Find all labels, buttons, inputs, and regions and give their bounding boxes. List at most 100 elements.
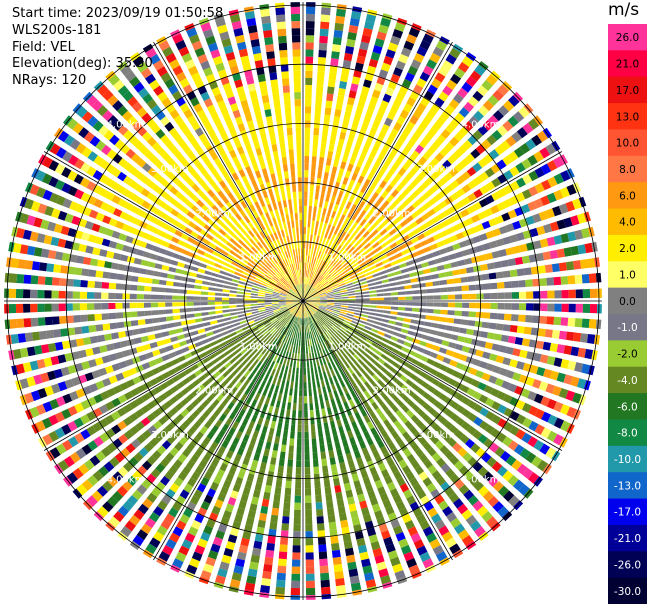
velocity-bin	[246, 17, 257, 27]
velocity-bin	[244, 182, 252, 191]
velocity-bin	[484, 167, 495, 178]
velocity-bin	[577, 347, 587, 358]
velocity-bin	[397, 257, 405, 264]
velocity-bin	[427, 127, 438, 138]
velocity-bin	[215, 62, 225, 72]
velocity-bin	[334, 235, 340, 243]
velocity-bin	[281, 523, 289, 531]
velocity-bin	[404, 520, 415, 530]
velocity-bin	[217, 219, 225, 227]
velocity-bin	[320, 326, 326, 334]
velocity-bin	[307, 255, 310, 263]
velocity-bin	[282, 288, 289, 293]
velocity-bin	[369, 357, 377, 364]
velocity-bin	[251, 246, 258, 254]
velocity-bin	[251, 496, 259, 505]
velocity-bin	[282, 372, 287, 381]
velocity-bin	[247, 277, 255, 282]
velocity-bin	[276, 314, 284, 320]
velocity-bin	[281, 277, 287, 284]
velocity-bin	[525, 279, 533, 287]
velocity-bin	[296, 310, 300, 317]
velocity-bin	[348, 195, 355, 203]
velocity-bin	[62, 198, 73, 209]
velocity-bin	[334, 109, 342, 117]
velocity-bin	[159, 211, 169, 220]
velocity-bin	[262, 205, 268, 214]
velocity-bin	[92, 346, 101, 355]
velocity-bin	[416, 408, 426, 418]
velocity-bin	[247, 262, 255, 268]
velocity-bin	[158, 309, 166, 315]
velocity-bin	[293, 331, 297, 339]
velocity-bin	[207, 297, 215, 301]
velocity-bin	[243, 255, 251, 262]
velocity-bin	[244, 286, 252, 290]
velocity-bin	[212, 409, 221, 418]
velocity-bin	[309, 360, 313, 368]
velocity-bin	[438, 66, 450, 77]
velocity-bin	[316, 311, 323, 317]
velocity-bin	[178, 223, 187, 231]
velocity-bin	[540, 163, 552, 175]
velocity-bin	[190, 364, 199, 372]
velocity-bin	[306, 241, 309, 249]
velocity-bin	[168, 464, 179, 475]
velocity-bin	[256, 233, 262, 241]
velocity-bin	[356, 434, 364, 443]
velocity-bin	[443, 263, 452, 270]
velocity-bin	[300, 269, 302, 277]
velocity-bin	[268, 375, 274, 383]
velocity-bin	[214, 499, 224, 509]
velocity-bin	[320, 334, 326, 342]
velocity-bin	[293, 270, 297, 278]
velocity-bin	[242, 486, 251, 496]
velocity-bin	[281, 71, 289, 79]
velocity-bin	[75, 448, 87, 460]
velocity-bin	[474, 320, 483, 328]
velocity-bin	[236, 41, 247, 51]
velocity-bin	[560, 187, 570, 198]
velocity-bin	[303, 353, 306, 361]
velocity-bin	[108, 240, 118, 249]
velocity-bin	[298, 325, 301, 333]
velocity-bin	[511, 280, 519, 288]
velocity-bin	[236, 307, 244, 311]
velocity-bin	[353, 241, 360, 249]
velocity-bin	[362, 328, 371, 334]
velocity-bin	[382, 337, 390, 344]
velocity-bin	[117, 394, 128, 404]
velocity-bin	[149, 341, 158, 349]
velocity-bin	[72, 122, 84, 134]
velocity-bin	[272, 265, 279, 273]
velocity-bin	[211, 214, 220, 223]
velocity-bin	[284, 416, 290, 424]
velocity-bin	[304, 460, 310, 468]
velocity-bin	[317, 309, 324, 314]
velocity-bin	[338, 168, 345, 177]
velocity-bin	[256, 216, 263, 225]
velocity-bin	[255, 263, 262, 270]
velocity-bin	[527, 154, 538, 166]
velocity-bin	[207, 42, 219, 52]
velocity-bin	[447, 378, 457, 387]
velocity-bin	[250, 298, 258, 301]
velocity-bin	[57, 238, 67, 248]
velocity-bin	[305, 339, 308, 347]
velocity-bin	[197, 178, 206, 187]
velocity-bin	[212, 184, 221, 193]
velocity-bin	[322, 128, 329, 137]
velocity-bin	[362, 116, 371, 126]
velocity-bin	[497, 303, 505, 310]
velocity-bin	[4, 272, 11, 283]
velocity-bin	[305, 248, 308, 256]
velocity-bin	[224, 338, 233, 345]
velocity-bin	[161, 331, 170, 338]
velocity-bin	[490, 70, 501, 81]
velocity-bin	[276, 272, 282, 279]
velocity-bin	[352, 317, 360, 322]
velocity-bin	[306, 332, 309, 340]
velocity-bin	[279, 317, 286, 323]
velocity-bin	[311, 271, 316, 279]
velocity-bin	[338, 257, 345, 264]
